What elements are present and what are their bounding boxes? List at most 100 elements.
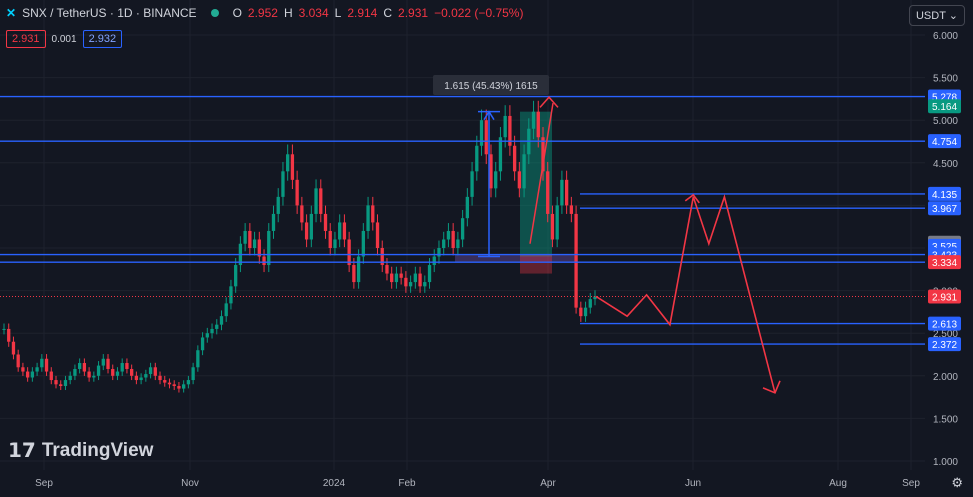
candle-body [87,371,91,378]
close-value: 2.931 [398,6,429,20]
price-badge [928,186,961,201]
candle-body [267,230,271,266]
time-tick-label: 2024 [323,478,346,489]
candle-body [7,328,11,342]
price-tick-label: 5.000 [933,116,958,127]
candle-body [371,205,375,223]
candle-body [356,256,361,283]
candle-body [342,222,347,240]
chevron-down-icon: ⌄ [948,10,958,22]
candle-body [460,218,465,240]
gear-icon[interactable]: ⚙ [951,475,963,490]
candle-body [394,273,399,283]
candle-body [148,367,153,375]
candle-body [271,213,276,231]
candle-body [465,196,469,219]
candle-body [234,265,238,287]
candle-body [314,188,318,214]
price-badge-label: 2.931 [932,292,957,303]
forecast-peak-arrow [684,193,700,204]
tv-logo-icon: 𝟭𝟳 [8,440,36,462]
candle-body [200,337,205,351]
buy-sell-panel: 2.931 0.001 2.932 [6,30,123,48]
candle-body [177,386,181,389]
candle-body [427,265,432,283]
candle-body [295,179,299,206]
high-value: 3.034 [298,6,329,20]
currency-select[interactable]: USDT ⌄ [908,5,965,26]
candle-body [423,282,427,287]
candle-body [125,363,129,369]
candle-body [352,265,356,283]
candle-body [224,303,228,317]
candle-body [408,282,413,287]
candle-body [498,137,503,172]
candle-body [470,171,474,197]
candle-body [366,205,370,231]
candle-body [479,120,484,146]
market-status-icon [210,9,219,17]
candle-body [106,358,110,369]
time-tick-label: Nov [181,478,199,489]
forecast-path [595,193,781,394]
trend-arrowhead [539,96,559,108]
candle-body [569,205,574,214]
price-badge [928,134,961,149]
candle-body [77,363,82,369]
buy-button[interactable]: 2.932 [82,30,123,48]
candle-body [182,384,186,389]
loss-zone [520,254,552,274]
candle-body [508,115,512,146]
candle-body [153,367,157,376]
time-tick-label: Jun [685,478,701,489]
candle-body [2,328,6,330]
candle-body [257,239,261,257]
time-tick-label: Aug [829,478,847,489]
candle-body [574,213,578,308]
candle-body [210,328,214,334]
candle-body [309,213,313,240]
symbol-title[interactable]: SNX / TetherUS · 1D · BINANCE [22,6,197,20]
candle-body [375,222,380,248]
candle-body [489,154,493,189]
candle-body [550,213,555,240]
candle-body [437,248,441,257]
candle-body [243,230,247,244]
price-tick-label: 5.500 [933,74,958,85]
candle-body [593,296,597,300]
candle-body [536,111,540,138]
price-badge [928,99,961,114]
price-badge [928,337,961,352]
price-badge-label: 3.525 [932,242,957,253]
candle-body [418,273,422,287]
candle-body [115,371,120,376]
candle-body [111,368,115,376]
candle-body [252,239,257,248]
candle-body [144,374,148,378]
candle-body [191,367,195,381]
measure-label: 1.615 (45.43%) 1615 [444,81,538,92]
candle-body [579,307,583,317]
time-axis[interactable]: Sep Nov 2024 Feb Apr Jun Aug Sep [35,478,920,489]
candle-body [522,154,526,189]
candle-body [456,239,460,248]
candle-body [475,145,479,172]
price-tick-label: 1.500 [933,414,958,425]
candle-body [333,239,337,248]
candle-body [59,384,63,387]
price-axis[interactable]: 6.0005.5005.0004.5004.0003.5003.0002.500… [925,0,973,497]
support-zone [455,254,575,263]
measure-arrow [483,110,495,121]
candle-body [300,205,304,223]
open-value: 2.952 [247,6,278,20]
price-badge-label: 5.164 [932,102,957,113]
time-tick-label: Apr [540,478,556,489]
candle-body [541,137,545,172]
candle-body [172,384,176,387]
sell-button[interactable]: 2.931 [6,30,46,48]
candle-body [399,273,403,278]
candle-body [281,171,285,197]
candle-body [494,171,498,189]
candle-body [286,154,290,172]
